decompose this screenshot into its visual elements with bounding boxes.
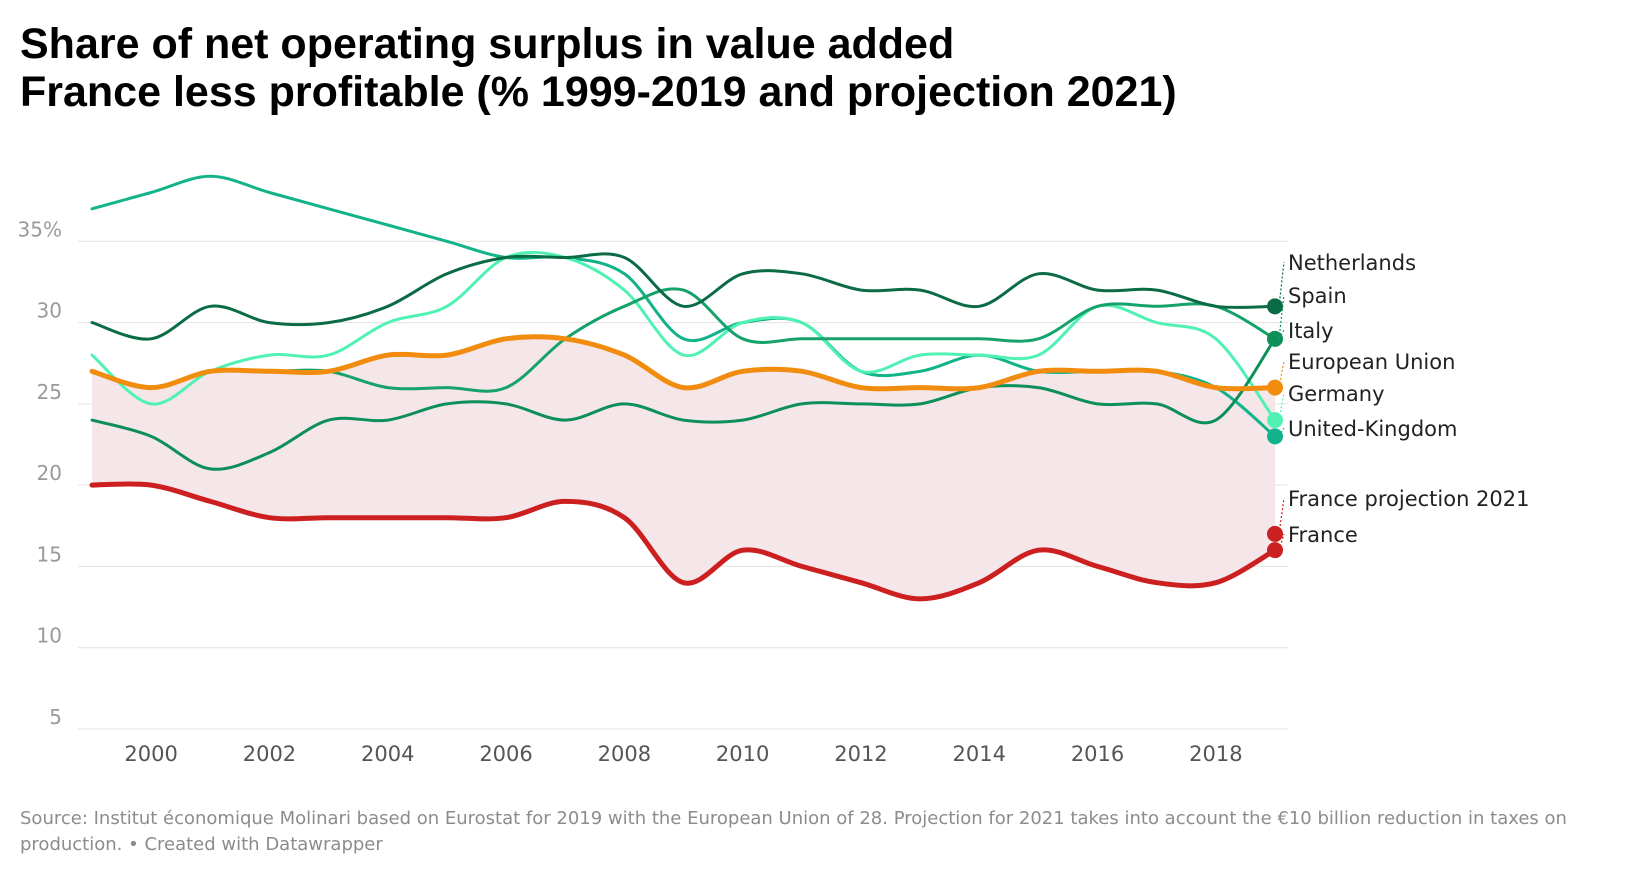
eu-france-gap-area [92,336,1275,599]
x-tick-label: 2002 [243,742,296,766]
source-note: Source: Institut économique Molinari bas… [20,806,1610,858]
x-tick-label: 2000 [124,742,177,766]
y-tick-label: 5 [49,705,62,729]
y-tick-label: 35% [18,217,62,241]
series-line-european-union [89,334,1278,392]
y-tick-label: 30 [37,299,62,323]
series-label-italy: Italy [1288,319,1334,343]
title-line-2: France less profitable (% 1999-2019 and … [20,68,1177,116]
x-tick-label: 2008 [598,742,651,766]
series-label-germany: Germany [1288,382,1385,406]
leader-spain [1278,294,1285,339]
x-tick-label: 2014 [953,742,1006,766]
y-axis: 5 10 15 20 25 30 35% [18,217,62,729]
series-label-european-union: European Union [1288,350,1455,374]
end-dot-france [1267,542,1283,559]
y-tick-label: 10 [37,624,62,648]
y-tick-label: 25 [37,380,62,404]
x-tick-label: 2012 [834,742,887,766]
leader-france [1278,533,1285,551]
end-dot-spain [1267,330,1283,347]
series-line-spain [90,337,1277,471]
x-tick-label: 2010 [716,742,769,766]
leader-netherlands [1278,261,1285,307]
end-dot-european-union [1267,379,1283,396]
x-tick-label: 2004 [361,742,414,766]
series-label-france-projection-2021: France projection 2021 [1288,487,1530,511]
leader-italy [1278,329,1285,340]
end-dot-netherlands [1267,298,1283,315]
series-label-france: France [1288,523,1358,547]
end-dot-germany [1267,412,1283,429]
shaded-area [92,336,1275,599]
series-label-netherlands: Netherlands [1288,251,1416,275]
end-dot-france-projection-2021 [1267,525,1283,542]
source-text: Source: Institut économique Molinari bas… [20,808,1567,855]
chart-title: Share of net operating surplus in value … [20,20,1177,116]
series-lines [89,174,1278,602]
series-label-spain: Spain [1288,284,1347,308]
title-line-1: Share of net operating surplus in value … [20,20,955,68]
series-line-france [89,481,1278,602]
x-tick-label: 2006 [479,742,532,766]
end-labels: Netherlands Spain Italy European Union Germa… [1267,251,1530,559]
end-dot-united-kingdom [1267,428,1283,445]
series-label-united-kingdom: United-Kingdom [1288,417,1457,441]
series-line-netherlands [90,252,1277,341]
x-tick-label: 2016 [1071,742,1124,766]
x-tick-label: 2018 [1189,742,1242,766]
y-tick-label: 15 [37,542,62,566]
credit-text: • Created with Datawrapper [128,834,383,855]
y-tick-label: 20 [37,461,62,485]
x-axis: 2000 2002 2004 2006 2008 2010 2012 2014 2016 2018 [124,742,1242,766]
